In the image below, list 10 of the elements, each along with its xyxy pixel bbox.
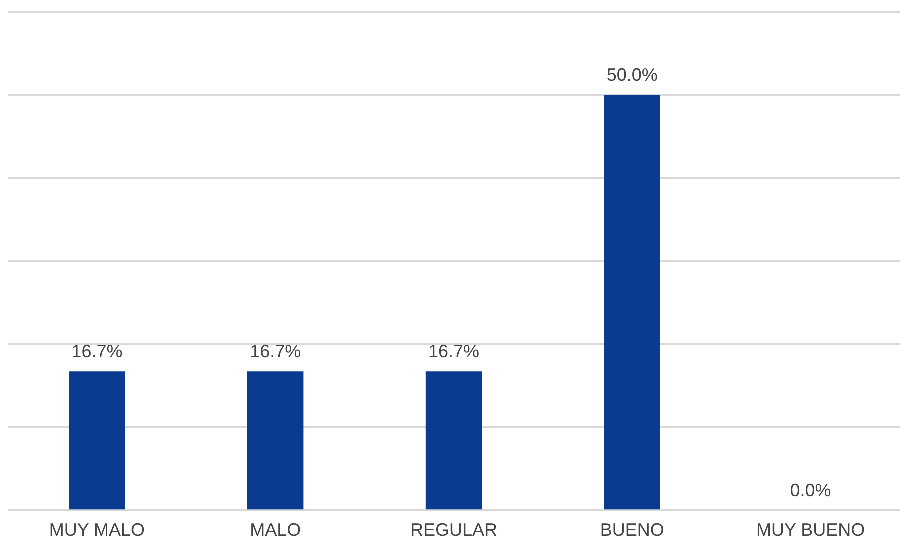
data-label: 16.7% bbox=[428, 342, 480, 362]
x-tick-label: MALO bbox=[250, 520, 302, 540]
x-tick-label: MUY MALO bbox=[49, 520, 146, 540]
x-tick-label: REGULAR bbox=[410, 520, 498, 540]
data-label: 16.7% bbox=[72, 342, 123, 362]
x-tick-label: BUENO bbox=[600, 520, 664, 540]
data-label: 16.7% bbox=[250, 342, 302, 362]
x-tick-label: MUY BUENO bbox=[756, 520, 866, 540]
data-label: 0.0% bbox=[790, 480, 832, 500]
data-label: 50.0% bbox=[606, 65, 658, 86]
